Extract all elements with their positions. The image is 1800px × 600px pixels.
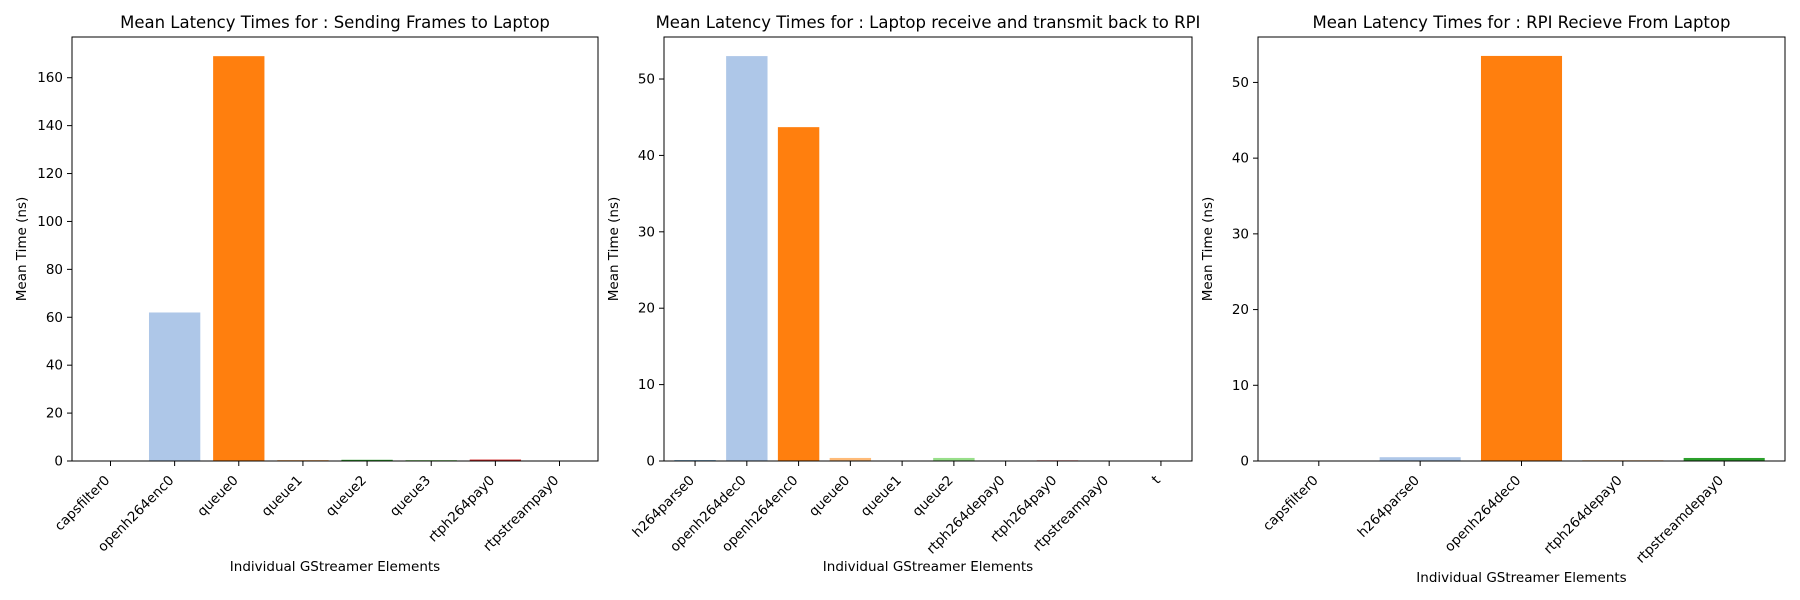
x-tick-label: openh264dec0 [1442,473,1525,556]
y-tick-label: 50 [638,72,655,88]
y-tick-label: 50 [1232,75,1249,91]
x-tick-label: queue2 [323,473,370,520]
y-tick-label: 120 [37,166,63,182]
y-tick-label: 10 [1232,378,1249,394]
bar-queue0 [213,56,265,461]
y-tick-label: 40 [46,358,63,374]
chart-title: Mean Latency Times for : RPI Recieve Fro… [1313,13,1731,32]
y-tick-label: 30 [1232,226,1249,242]
bar-openh264enc0 [148,312,201,461]
y-tick-label: 80 [46,262,63,278]
bar-h264parse0 [1379,457,1461,461]
x-tick-label: capsfilter0 [52,473,114,535]
bar-openh264dec0 [726,56,768,461]
y-axis-label: Mean Time (ns) [606,197,622,302]
y-tick-label: 40 [638,148,655,164]
y-tick-label: 0 [646,454,655,470]
x-tick-label: capsfilter0 [1260,473,1322,535]
x-tick-label: queue3 [387,473,434,520]
y-tick-label: 20 [46,406,63,422]
y-tick-label: 160 [37,70,63,86]
x-axis-label: Individual GStreamer Elements [823,559,1033,575]
y-tick-label: 140 [37,118,63,134]
y-tick-label: 60 [46,310,63,326]
x-tick-label: queue1 [858,473,905,520]
y-tick-label: 0 [1240,454,1249,470]
y-tick-label: 30 [638,224,655,240]
y-tick-label: 20 [1232,302,1249,318]
x-tick-label: queue1 [258,473,305,520]
x-tick-label: queue0 [194,473,241,520]
bar-rtpstreamdepay0 [1683,457,1765,461]
x-tick-label: t [1149,473,1164,488]
bar-rtph264pay0 [469,459,522,461]
bar-queue2 [933,457,975,461]
chart-panel-3: 0 10 20 30 40 50 capsfilter0 h264parse0 openh264… [1200,13,1786,586]
x-axis-label: Individual GStreamer Elements [1416,570,1626,586]
plot-frame [663,36,1193,462]
chart-panel-1: 020406080100120140160capsfilter0openh264… [14,13,599,575]
x-tick-label: rtpstreamdepay0 [1633,473,1727,567]
chart-panel-2: 01020304050h264parse0openh264dec0openh26… [606,13,1200,575]
x-tick-label: rtph264depay0 [1541,473,1626,558]
y-axis-label: Mean Time (ns) [1200,197,1216,302]
x-tick-label: queue2 [909,473,956,520]
bar-openh264enc0 [777,127,820,462]
bar-openh264dec0 [1480,55,1563,462]
bar-queue0 [829,457,872,461]
chart-title: Mean Latency Times for : Laptop receive … [656,13,1201,32]
x-axis-label: Individual GStreamer Elements [230,559,440,575]
y-tick-label: 0 [54,454,63,470]
y-tick-label: 10 [638,377,655,393]
y-tick-label: 100 [37,214,63,230]
y-tick-label: 20 [638,301,655,317]
plot-frame [71,36,599,462]
chart-title: Mean Latency Times for : Sending Frames … [120,13,550,32]
x-tick-label: h264parse0 [1355,473,1423,541]
x-tick-label: rtph264pay0 [425,473,498,546]
x-tick-label: queue0 [806,473,853,520]
bar-queue2 [341,459,393,461]
y-tick-label: 40 [1232,151,1249,167]
y-axis-label: Mean Time (ns) [14,197,30,302]
